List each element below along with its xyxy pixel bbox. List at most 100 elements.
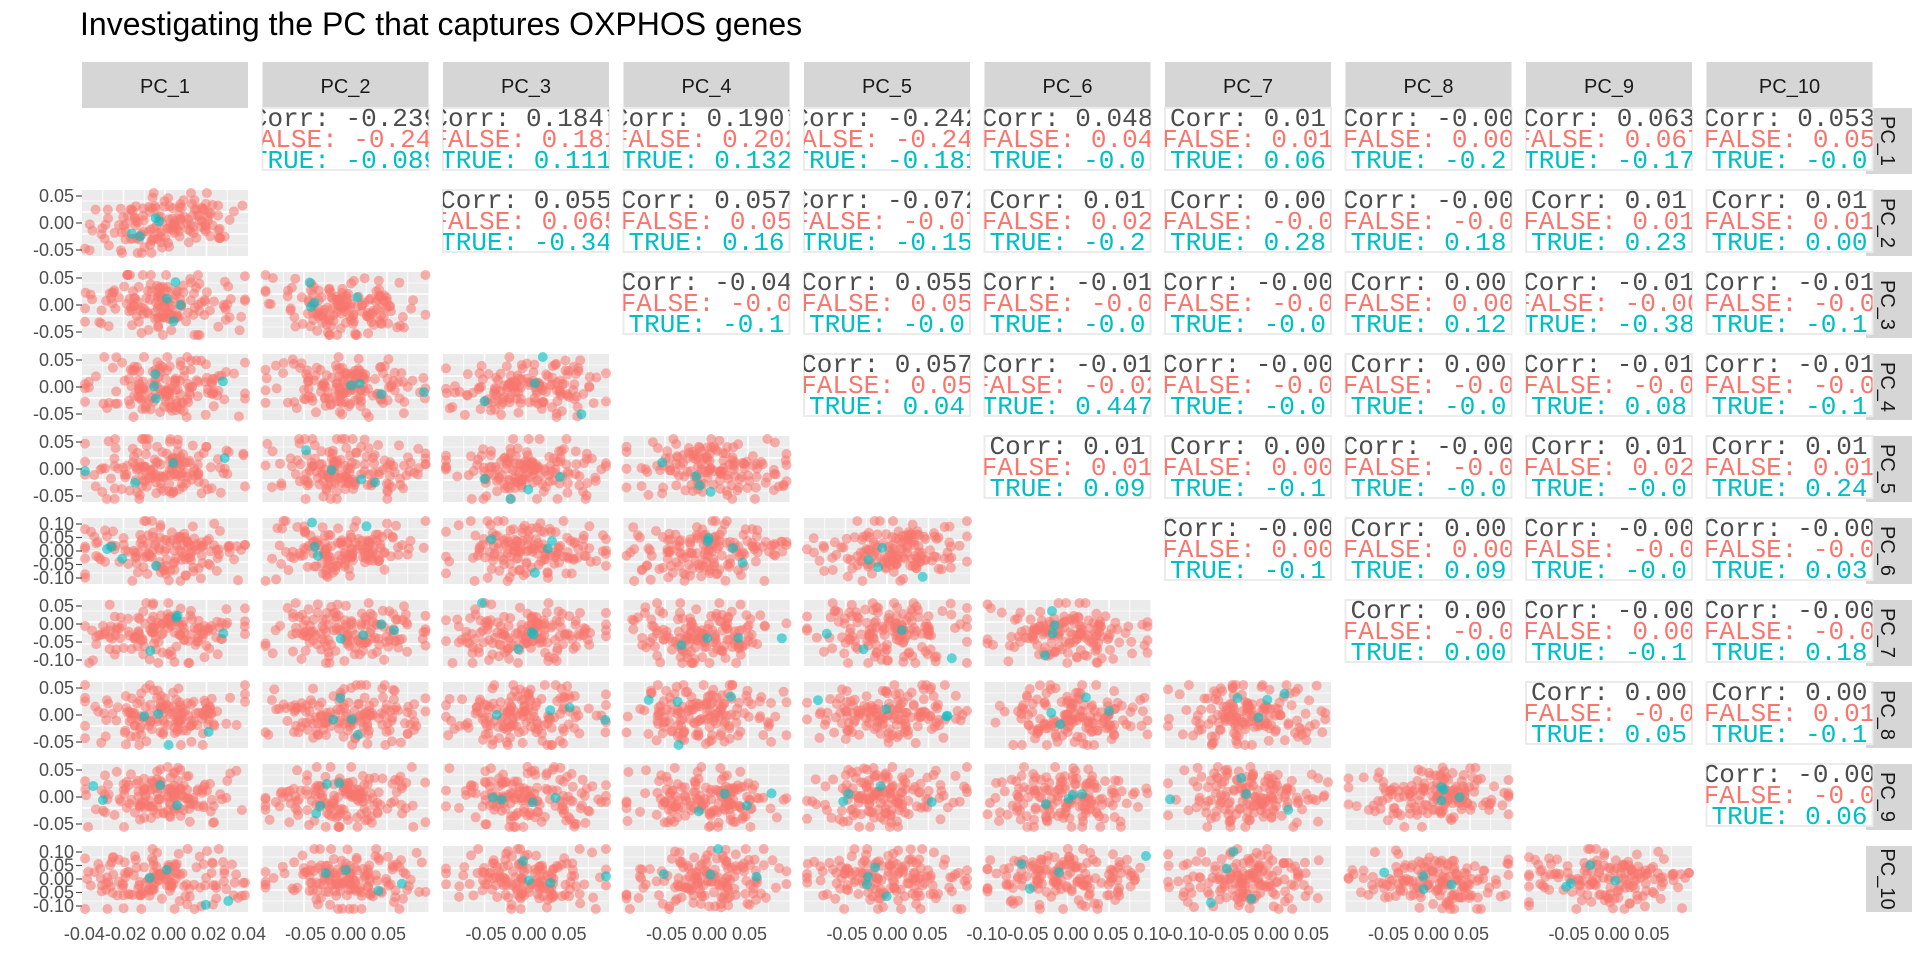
point-false — [346, 552, 357, 562]
point-false — [1317, 727, 1328, 738]
point-false — [390, 636, 401, 647]
point-false — [336, 308, 347, 319]
point-false — [398, 408, 409, 419]
strip-col-label-8: PC_8 — [1403, 76, 1453, 98]
point-false — [444, 403, 455, 414]
point-false — [541, 607, 552, 618]
scatter-panel-r8-c2 — [260, 680, 431, 750]
point-false — [1060, 616, 1071, 627]
point-false — [169, 657, 180, 667]
point-true — [545, 705, 556, 716]
point-false — [147, 192, 158, 203]
point-false — [521, 447, 532, 458]
point-false — [1071, 651, 1082, 662]
point-true — [312, 550, 323, 561]
point-false — [528, 611, 539, 622]
point-false — [180, 554, 191, 565]
point-false — [405, 719, 416, 730]
point-false — [487, 735, 498, 746]
point-false — [996, 607, 1007, 618]
strip-col-7 — [1165, 62, 1331, 108]
point-false — [344, 450, 355, 461]
point-false — [747, 451, 758, 462]
point-false — [552, 494, 563, 504]
point-false — [363, 383, 373, 394]
point-false — [540, 554, 551, 565]
point-false — [636, 481, 647, 492]
point-false — [1085, 711, 1096, 722]
point-true — [917, 571, 928, 582]
point-true — [702, 536, 713, 547]
point-false — [406, 303, 417, 314]
point-false — [441, 700, 451, 711]
point-false — [945, 598, 956, 609]
point-false — [98, 620, 109, 631]
scatter-panel-r4-c3 — [441, 352, 611, 422]
point-true — [217, 376, 228, 387]
point-false — [369, 374, 380, 384]
point-true — [600, 714, 611, 725]
point-false — [524, 397, 535, 408]
point-false — [270, 360, 281, 371]
point-false — [443, 730, 454, 741]
point-false — [502, 548, 513, 559]
point-false — [278, 368, 289, 379]
point-false — [201, 188, 212, 198]
point-false — [468, 553, 479, 563]
point-false — [1024, 684, 1035, 695]
point-false — [172, 434, 183, 445]
point-true — [307, 517, 317, 528]
point-false — [982, 634, 993, 645]
point-false — [353, 353, 364, 364]
point-false — [704, 736, 715, 747]
point-true — [203, 726, 214, 737]
point-false — [339, 471, 350, 481]
scatter-panel-r7-c3 — [441, 598, 611, 668]
point-false — [719, 736, 730, 747]
point-false — [348, 309, 359, 320]
point-false — [1310, 719, 1320, 730]
point-false — [601, 396, 611, 407]
point-false — [728, 464, 739, 475]
point-false — [363, 412, 374, 422]
point-false — [172, 715, 182, 726]
point-false — [467, 658, 478, 668]
point-false — [675, 598, 686, 608]
scatter-panel-r6-c1 — [80, 516, 250, 586]
point-false — [465, 613, 476, 624]
point-false — [483, 369, 494, 379]
point-true — [576, 409, 587, 420]
point-true — [1104, 705, 1115, 716]
strip-row-label-8: PC_8 — [1876, 690, 1898, 740]
point-false — [330, 608, 341, 618]
point-true — [418, 387, 429, 398]
point-false — [329, 392, 340, 402]
point-false — [864, 717, 875, 728]
point-false — [124, 306, 135, 317]
point-true — [776, 633, 787, 644]
point-false — [98, 708, 109, 719]
point-false — [682, 466, 693, 477]
point-false — [340, 600, 351, 611]
point-false — [138, 382, 149, 393]
point-false — [781, 730, 792, 741]
strip-col-label-9: PC_9 — [1584, 76, 1634, 98]
point-false — [460, 632, 471, 643]
point-false — [260, 270, 271, 280]
point-false — [361, 680, 372, 690]
point-false — [750, 556, 761, 567]
point-false — [119, 822, 129, 832]
point-false — [645, 574, 656, 585]
point-false — [1114, 637, 1125, 648]
point-false — [647, 620, 658, 631]
point-false — [492, 617, 503, 628]
point-false — [121, 739, 131, 750]
point-false — [173, 531, 184, 542]
point-false — [1032, 694, 1043, 705]
point-false — [643, 729, 654, 739]
point-false — [662, 554, 673, 564]
point-false — [675, 652, 686, 663]
point-false — [139, 352, 149, 362]
point-false — [355, 391, 366, 402]
